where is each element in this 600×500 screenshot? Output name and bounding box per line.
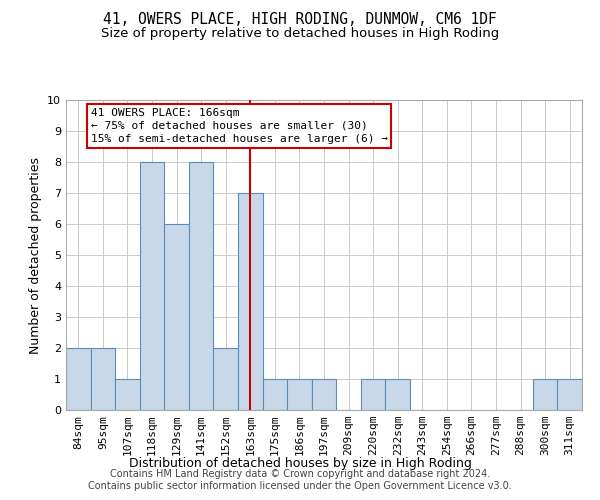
Text: Contains HM Land Registry data © Crown copyright and database right 2024.: Contains HM Land Registry data © Crown c… <box>110 469 490 479</box>
Bar <box>189 162 214 410</box>
Bar <box>91 348 115 410</box>
Bar <box>361 379 385 410</box>
Bar <box>312 379 336 410</box>
Bar <box>385 379 410 410</box>
Bar <box>115 379 140 410</box>
Y-axis label: Number of detached properties: Number of detached properties <box>29 156 41 354</box>
Bar <box>287 379 312 410</box>
Text: 41 OWERS PLACE: 166sqm
← 75% of detached houses are smaller (30)
15% of semi-det: 41 OWERS PLACE: 166sqm ← 75% of detached… <box>91 108 388 144</box>
Bar <box>263 379 287 410</box>
Text: 41, OWERS PLACE, HIGH RODING, DUNMOW, CM6 1DF: 41, OWERS PLACE, HIGH RODING, DUNMOW, CM… <box>103 12 497 28</box>
Bar <box>214 348 238 410</box>
Bar <box>238 193 263 410</box>
Text: Size of property relative to detached houses in High Roding: Size of property relative to detached ho… <box>101 28 499 40</box>
Text: Distribution of detached houses by size in High Roding: Distribution of detached houses by size … <box>128 458 472 470</box>
Bar <box>66 348 91 410</box>
Bar <box>557 379 582 410</box>
Bar <box>140 162 164 410</box>
Text: Contains public sector information licensed under the Open Government Licence v3: Contains public sector information licen… <box>88 481 512 491</box>
Bar <box>164 224 189 410</box>
Bar <box>533 379 557 410</box>
